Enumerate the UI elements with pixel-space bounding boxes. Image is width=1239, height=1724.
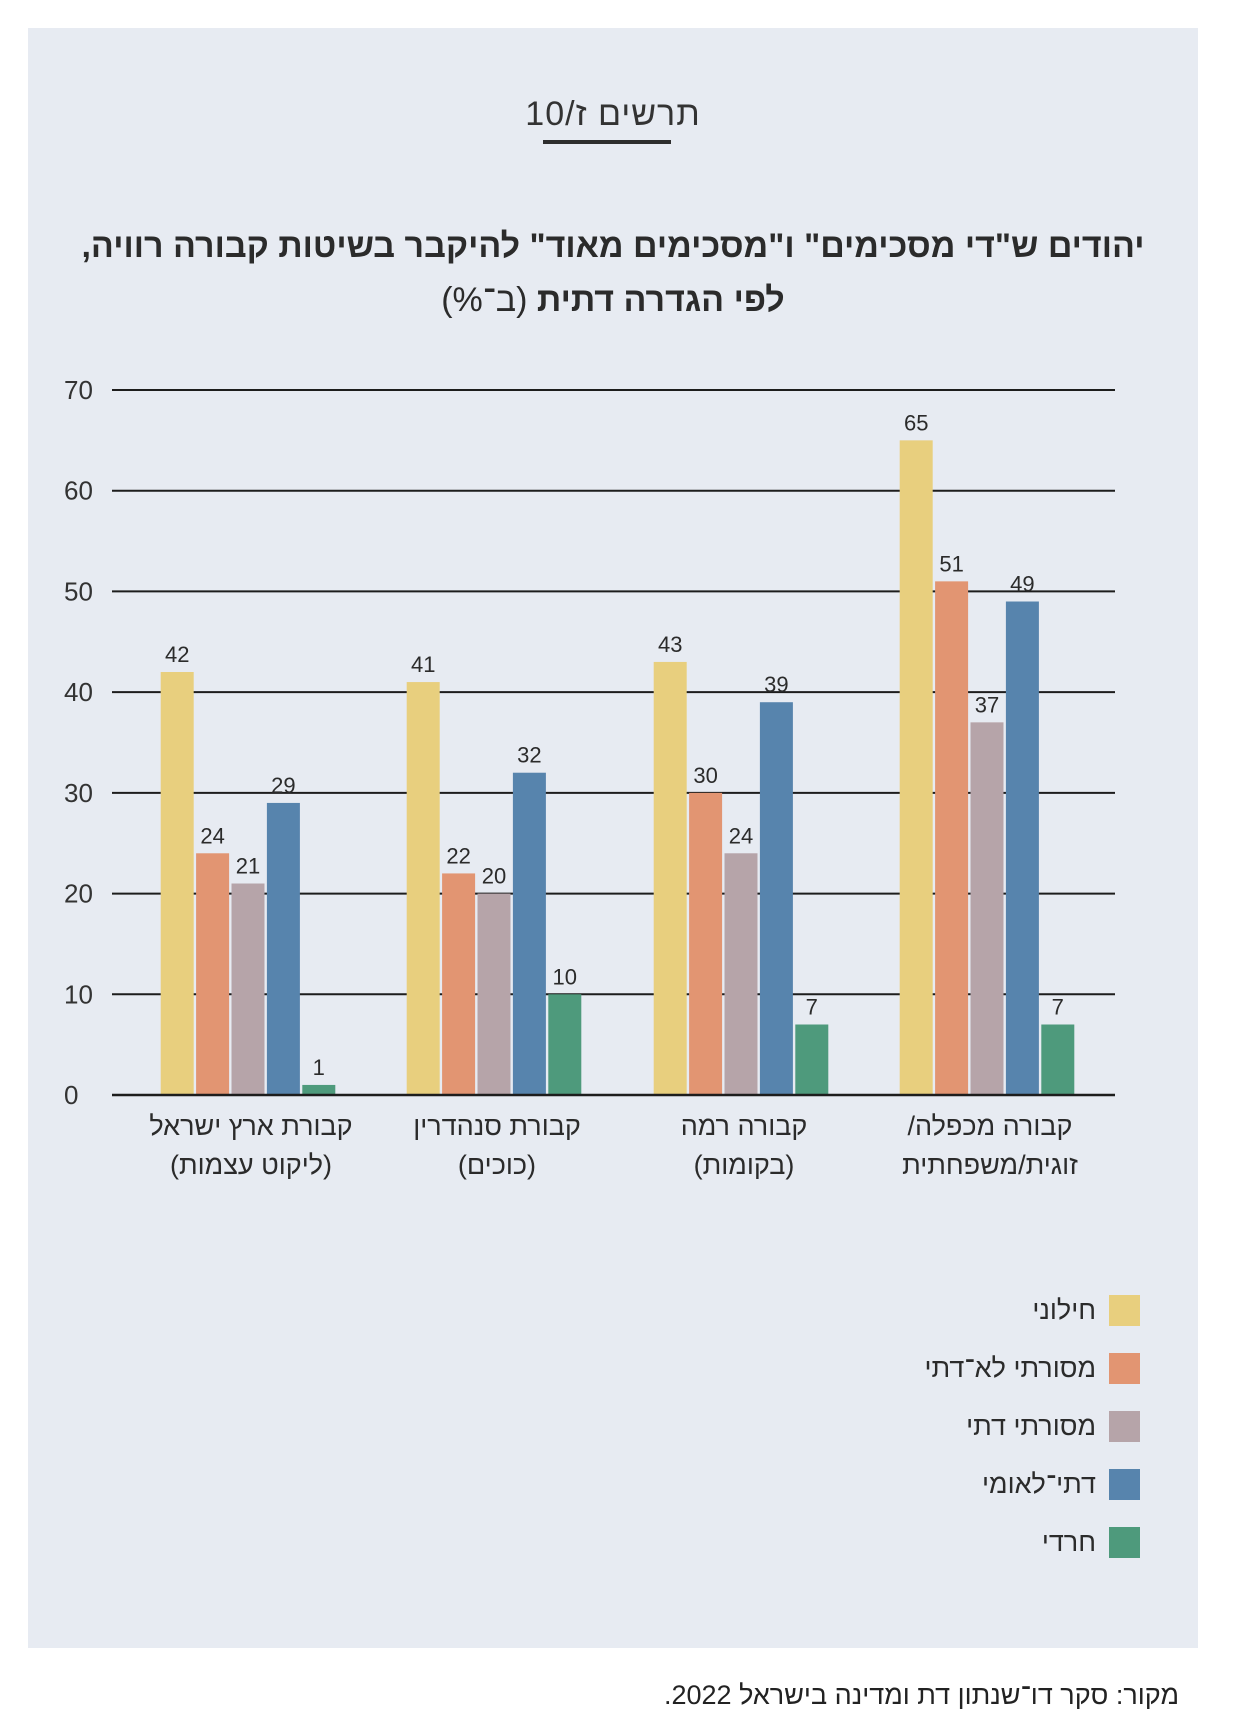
bar-chart: 0 10 20 30 40 50 60 70 42 41 43 65 24 22 30 51 21 20 24 37 2… <box>64 375 1115 1180</box>
bar <box>512 772 546 1095</box>
legend-swatch <box>1109 1294 1140 1326</box>
data-label: 1 <box>313 1055 325 1080</box>
x-category-label: קבורת ארץ ישראל <box>149 1111 352 1141</box>
legend-swatch <box>1109 1526 1140 1558</box>
data-label: 29 <box>271 773 295 798</box>
y-tick-label: 30 <box>64 778 93 808</box>
legend-item: מסורתי דתי <box>740 1410 1140 1442</box>
data-label: 20 <box>482 864 506 889</box>
legend-label: חרדי <box>1041 1526 1096 1557</box>
bar <box>406 682 440 1095</box>
legend-item: מסורתי לא־דתי <box>740 1352 1140 1384</box>
chart-panel: תרשים ז/10 יהודים ש"די מסכימים" ו"מסכימי… <box>28 28 1198 1648</box>
data-label: 65 <box>904 410 928 435</box>
chart-title: יהודים ש"די מסכימים" ו"מסכימים מאוד" להי… <box>78 219 1148 327</box>
data-label: 30 <box>693 763 717 788</box>
source-note: מקור: סקר דו־שנתון דת ומדינה בישראל 2022… <box>663 1680 1179 1710</box>
legend-label: חילוני <box>1032 1294 1096 1325</box>
data-label: 39 <box>764 672 788 697</box>
x-category-label: (בקומות) <box>694 1150 795 1180</box>
legend-label: דתי־לאומי <box>982 1468 1096 1499</box>
bar <box>970 722 1004 1095</box>
data-label: 7 <box>806 995 818 1020</box>
y-tick-label: 40 <box>64 677 93 707</box>
data-label: 32 <box>517 743 541 768</box>
bar <box>231 883 265 1095</box>
y-tick-label: 60 <box>64 476 93 506</box>
legend-item: דתי־לאומי <box>740 1468 1140 1500</box>
bar <box>548 994 582 1095</box>
data-label: 21 <box>236 854 260 879</box>
bar <box>1005 601 1039 1095</box>
data-label: 7 <box>1052 995 1064 1020</box>
chart-title-unit: (ב־%) <box>441 281 528 319</box>
bar <box>1041 1024 1075 1095</box>
legend-item: חילוני <box>740 1294 1140 1326</box>
legend-swatch <box>1109 1410 1140 1442</box>
y-tick-label: 50 <box>64 576 93 606</box>
legend-item: חרדי <box>740 1526 1140 1558</box>
bar <box>160 672 194 1095</box>
bar <box>724 853 758 1095</box>
bar <box>302 1084 336 1095</box>
legend-swatch <box>1109 1352 1140 1384</box>
bar <box>653 661 687 1095</box>
data-label: 41 <box>411 652 435 677</box>
data-label: 37 <box>975 692 999 717</box>
data-label: 42 <box>165 642 189 667</box>
x-category-label: (ליקוט עצמות) <box>170 1150 332 1180</box>
bar <box>442 873 476 1095</box>
data-label: 22 <box>446 843 470 868</box>
x-category-label: (כוכים) <box>458 1150 536 1180</box>
bar <box>689 792 723 1095</box>
chart-title-text: יהודים ש"די מסכימים" ו"מסכימים מאוד" להי… <box>81 227 1145 319</box>
data-label: 49 <box>1010 572 1034 597</box>
figure-number: תרשים ז/10 <box>525 95 701 133</box>
bar <box>196 853 230 1095</box>
data-label: 24 <box>200 823 224 848</box>
bar <box>935 581 969 1095</box>
legend-label: מסורתי לא־דתי <box>924 1352 1096 1383</box>
figure-number-underline <box>543 140 671 144</box>
x-category-label: קבורה מכפלה/ <box>908 1111 1073 1141</box>
bar <box>759 702 793 1095</box>
y-tick-label: 0 <box>64 1080 78 1110</box>
bar <box>266 802 300 1095</box>
x-category-label: קבורה רמה <box>681 1111 808 1141</box>
y-tick-label: 70 <box>64 375 93 405</box>
y-tick-label: 20 <box>64 879 93 909</box>
data-label: 10 <box>553 964 577 989</box>
data-label: 24 <box>729 823 753 848</box>
bar <box>795 1024 829 1095</box>
x-category-label: זוגית/משפחתית <box>902 1150 1078 1180</box>
legend-swatch <box>1109 1468 1140 1500</box>
data-label: 51 <box>939 551 963 576</box>
x-category-label: קבורת סנהדרין <box>413 1111 581 1141</box>
chart-legend: חילוני מסורתי לא־דתי מסורתי דתי דתי־לאומי חר… <box>740 1294 1140 1584</box>
bar <box>899 440 933 1095</box>
bar <box>477 893 511 1095</box>
data-label: 43 <box>658 632 682 657</box>
y-tick-label: 10 <box>64 979 93 1009</box>
legend-label: מסורתי דתי <box>966 1410 1096 1441</box>
